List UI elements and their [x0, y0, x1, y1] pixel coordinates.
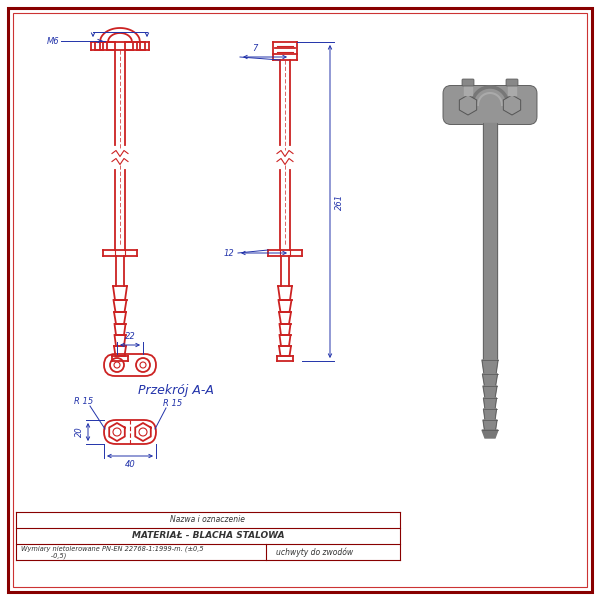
Text: 7: 7	[253, 44, 257, 53]
Text: M6: M6	[46, 37, 59, 46]
Text: 261: 261	[335, 193, 344, 209]
Text: 22: 22	[125, 332, 136, 341]
Polygon shape	[483, 420, 497, 430]
Polygon shape	[484, 409, 497, 420]
Polygon shape	[482, 374, 497, 386]
Text: 20: 20	[75, 427, 84, 437]
Text: 12: 12	[223, 248, 234, 257]
Polygon shape	[483, 386, 497, 398]
Polygon shape	[482, 430, 498, 438]
FancyBboxPatch shape	[506, 79, 518, 86]
FancyBboxPatch shape	[462, 79, 474, 86]
Polygon shape	[484, 398, 497, 409]
FancyBboxPatch shape	[443, 85, 537, 124]
Text: R 15: R 15	[74, 397, 94, 407]
Text: Przekrój A-A: Przekrój A-A	[138, 384, 214, 397]
Text: MATERIAŁ - BLACHA STALOWA: MATERIAŁ - BLACHA STALOWA	[131, 532, 284, 541]
Polygon shape	[482, 360, 498, 374]
Text: R 15: R 15	[163, 400, 182, 409]
Polygon shape	[460, 95, 476, 115]
Text: 40: 40	[125, 460, 136, 469]
Text: Nazwa i oznaczenie: Nazwa i oznaczenie	[170, 515, 245, 524]
Polygon shape	[503, 95, 521, 115]
Text: Wymiary nietolerowane PN-EN 22768-1:1999-m. (±0,5
              -0,5): Wymiary nietolerowane PN-EN 22768-1:1999…	[21, 545, 203, 559]
Text: uchwyty do zwodów: uchwyty do zwodów	[275, 547, 353, 557]
